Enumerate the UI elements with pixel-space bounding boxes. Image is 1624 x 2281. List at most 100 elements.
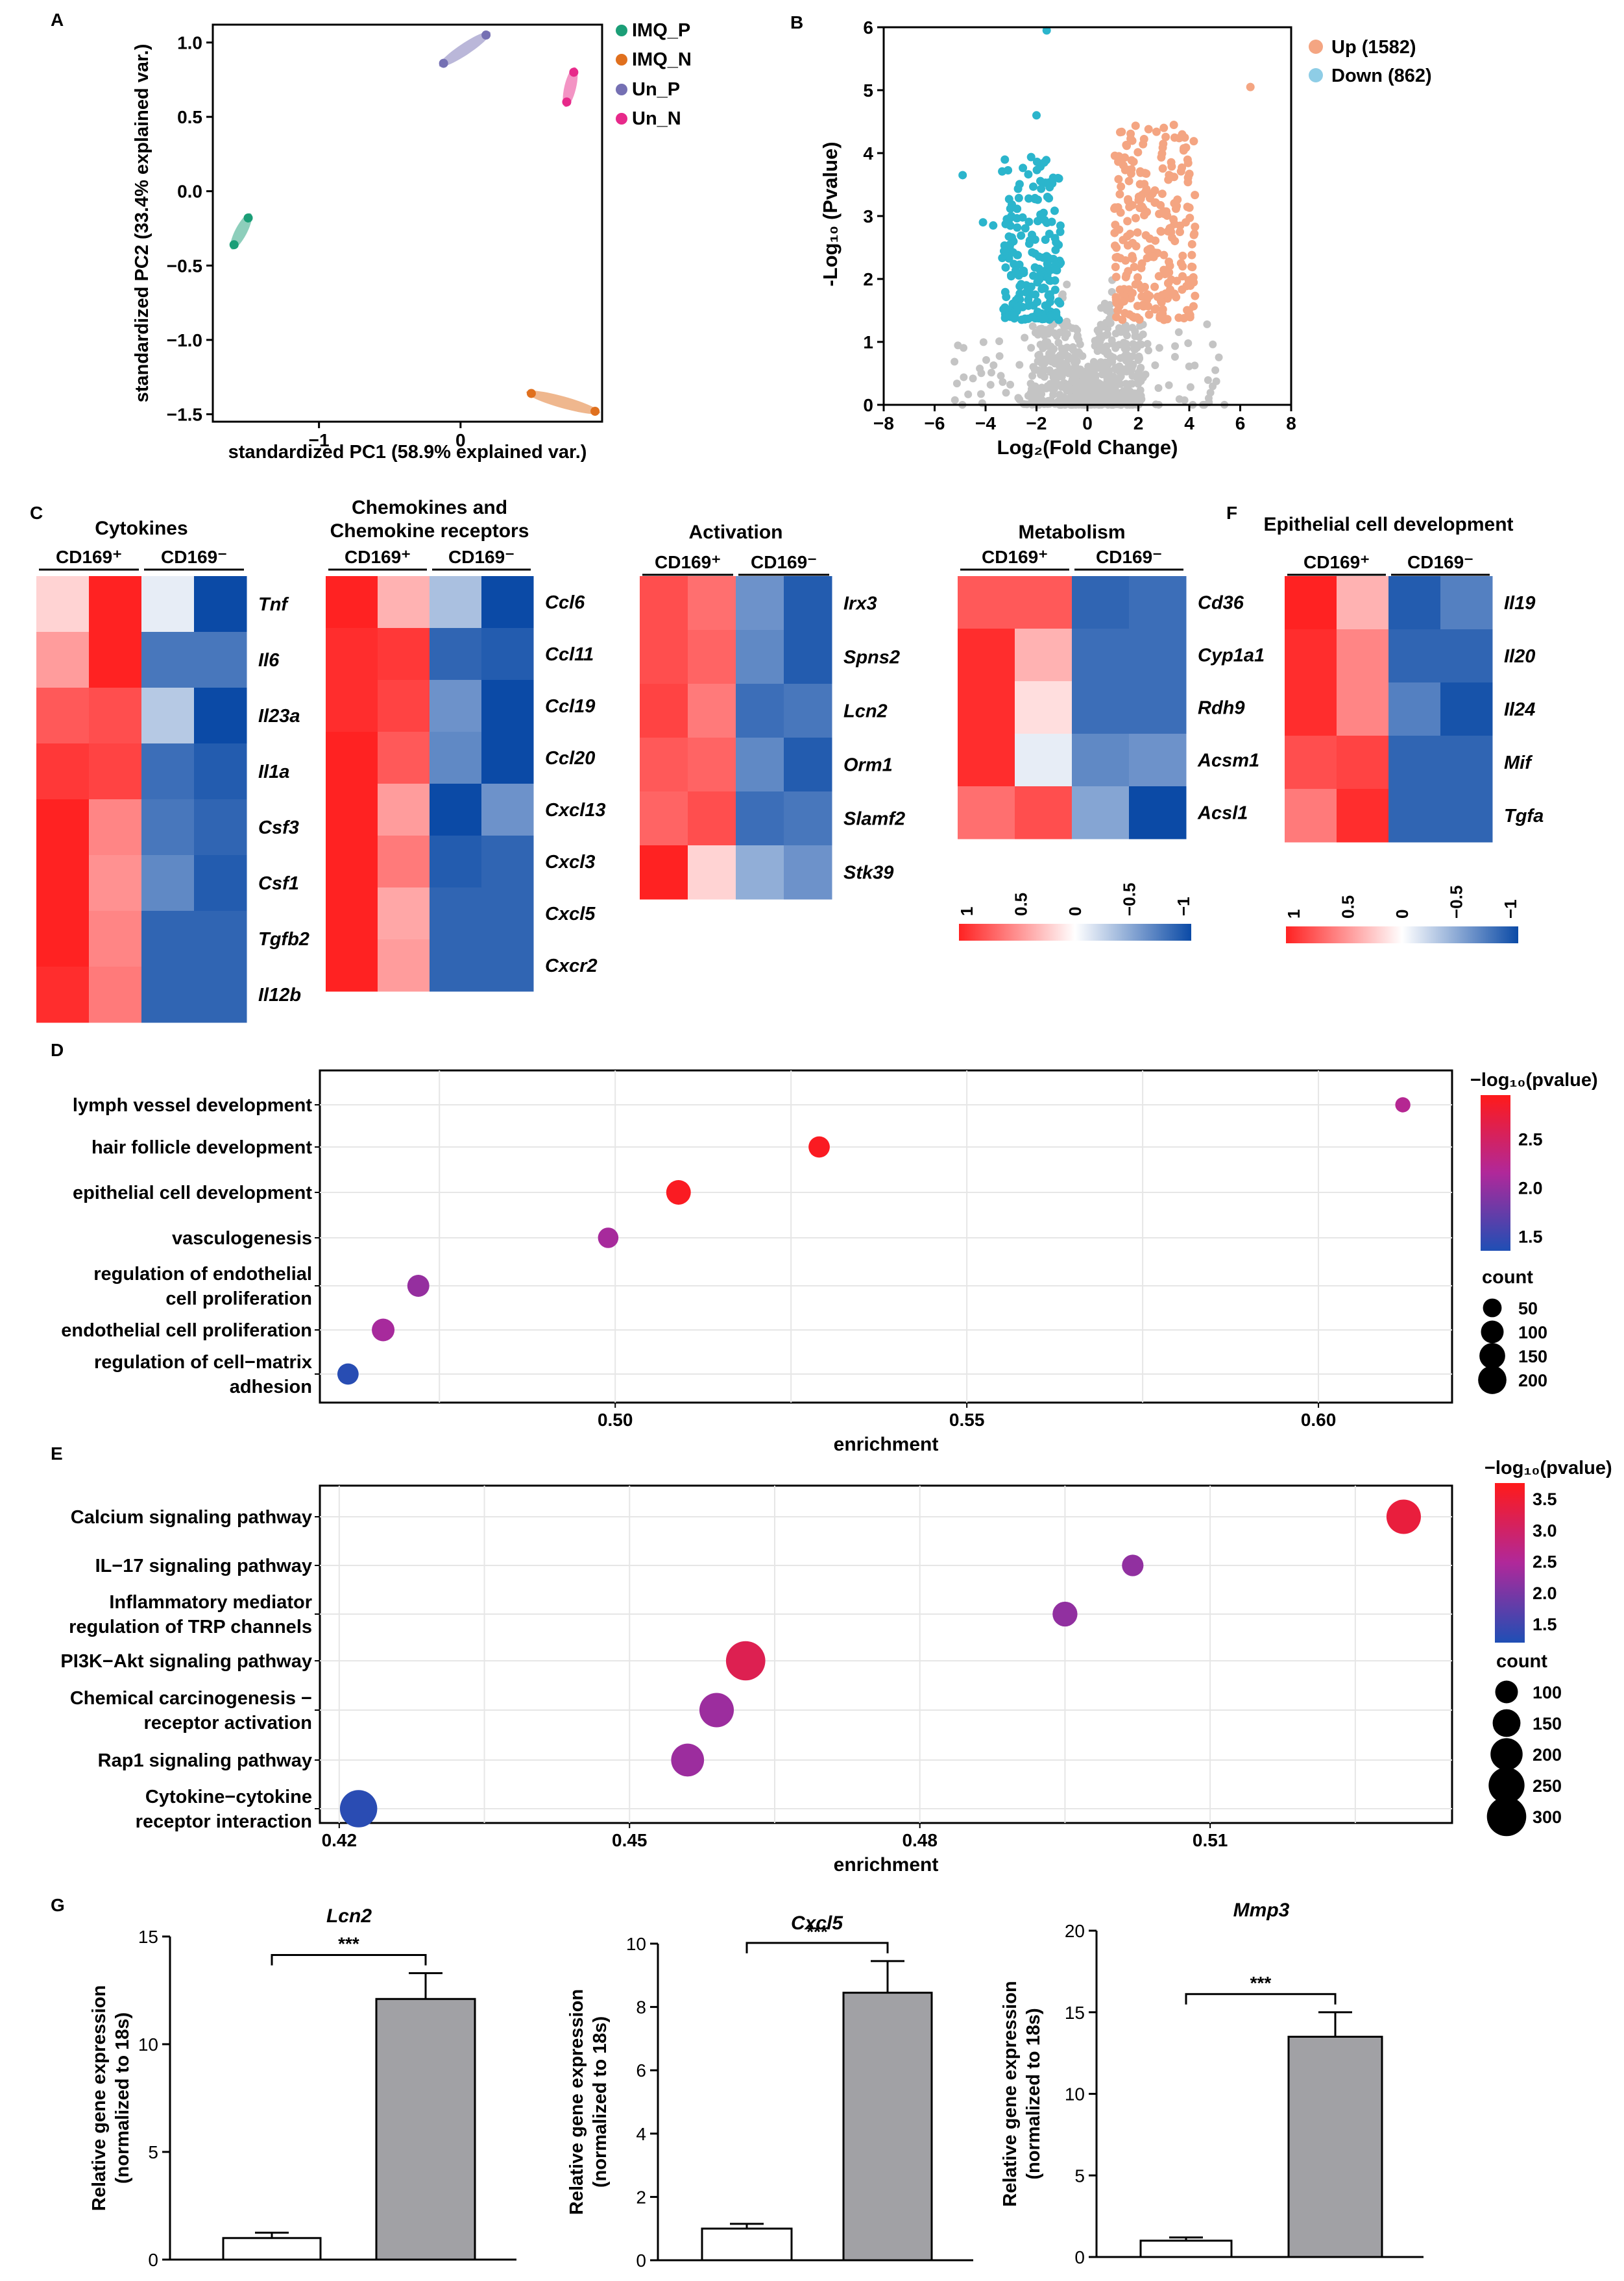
volcano-point-down [1039,208,1048,217]
volcano-point-ns [1128,324,1137,332]
volcano-plot-frame [882,26,1292,406]
panel-label-g: G [51,1895,65,1915]
heatmap-0: Cytokines CD169⁺ CD169⁻ Tnf Il6 Il23a Il1a Csf3… [36,518,309,1023]
dotplot-term-label: adhesion [230,1377,312,1397]
volcano-point-up [1183,178,1193,187]
heatmap-cell [1015,786,1073,839]
heatmap-cell [688,684,736,738]
pca-legend: IMQ_P IMQ_N Un_P Un_N [616,20,692,129]
heatmap-scale-tick: −1 [1501,899,1520,919]
dotplot-term-label: cell proliferation [165,1288,312,1309]
heatmap-cell [326,732,378,784]
volcano-point-up [1135,180,1145,189]
qpcr-sig-label: *** [1250,1973,1272,1993]
heatmap-cell [1072,576,1130,629]
qpcr-y-tick-label: 0 [1074,2247,1085,2267]
volcano-point-ns [1021,333,1029,342]
volcano-point-ns [1209,340,1217,348]
volcano-point-up [1190,229,1199,238]
heatmap-cell [1072,629,1130,682]
dotplot-dot [598,1227,619,1248]
heatmap-cell [326,576,378,629]
heatmap-gene-label: Cxcl3 [545,852,595,873]
dotplot-size-key-label: 250 [1533,1776,1562,1796]
volcano-point-down [1014,193,1023,202]
volcano-point-down [1043,260,1052,269]
volcano-point-ns [1144,346,1152,355]
heatmap-cell [958,734,1015,787]
volcano-point-ns [1091,337,1099,345]
heatmap-col-label: CD169⁻ [1407,552,1473,572]
volcano-legend: Up (1582) Down (862) [1309,37,1432,86]
heatmap-gene-label: Irx3 [843,594,877,614]
volcano-point-ns [1171,342,1180,350]
volcano-point-ns [1052,376,1060,384]
volcano-point-up [1130,313,1139,322]
volcano-point-down [1013,204,1022,213]
heatmap-title: Epithelial cell development [1263,514,1513,535]
volcano-point-ns [1185,362,1193,370]
heatmap-cell [1072,734,1130,787]
volcano-point-up [1185,170,1194,179]
heatmap-cell [1015,576,1073,629]
volcano-point-up [1178,272,1187,281]
volcano-point-down [1001,263,1010,272]
volcano-point-up [1124,176,1133,186]
qpcr-bar [222,2237,322,2261]
volcano-point-down [1026,152,1036,162]
dotplot-color-legend-title: −log₁₀(pvalue) [1470,1070,1598,1091]
volcano-point-up [1119,235,1128,245]
heatmap-color-bar [959,924,1191,941]
heatmap-cell [1440,736,1493,790]
volcano-point-up [1131,121,1140,130]
qpcr-y-tick-label: 10 [626,1934,646,1954]
heatmap-gene-label: Cxcr2 [545,956,598,976]
qpcr-y-tick-label: 20 [1065,1921,1085,1941]
volcano-point-up [1118,297,1127,306]
volcano-point-up [1121,309,1130,318]
volcano-point-down [1032,165,1041,175]
volcano-point-up [1159,123,1169,132]
dotplot-dot [671,1743,705,1777]
dotplot-size-key-label: 150 [1518,1347,1547,1366]
heatmap-cell [194,911,247,967]
volcano-x-tick-label: −6 [925,413,945,433]
volcano-point-up [1174,313,1183,322]
heatmap-cell [194,967,247,1023]
pca-y-tick-label: −1.5 [167,405,202,425]
volcano-point-ns [1050,359,1059,368]
volcano-point-down [1029,182,1038,191]
volcano-point-up [1172,276,1182,285]
dotplot-size-key [1483,1298,1502,1318]
heatmap-cell [1072,681,1130,734]
heatmap-scale-tick: −0.5 [1120,883,1139,916]
volcano-point-up [1111,221,1120,230]
volcano-point-down [1004,254,1013,263]
volcano-point-down [1046,293,1055,302]
volcano-point-up [1110,228,1119,237]
heatmap-col-label: CD169⁺ [345,547,411,567]
legend-dot-imq-n [616,54,627,66]
volcano-point-ns [1090,385,1098,393]
heatmap-cell [1015,681,1073,734]
heatmap-cell [958,786,1015,839]
heatmap-cell [784,630,832,684]
heatmap-gene-label: Orm1 [843,755,893,776]
volcano-point-down [1008,248,1017,257]
volcano-point-ns [1136,365,1145,373]
volcano-point-ns [1072,350,1080,358]
volcano-point-up [1135,203,1145,212]
volcano-point-up [1146,244,1155,253]
heatmap-scale-tick: 0 [1065,907,1085,916]
volcano-point-ns [1130,344,1138,353]
kegg-enrichment-plot: 0.42 0.45 0.48 0.51 enrichment Calcium signal… [60,1458,1612,1876]
volcano-point-up [1121,272,1130,282]
volcano-point-up [1169,120,1178,129]
volcano-point-ns [1128,380,1136,388]
pca-plot: −1 0 −1.5 −1.0 −0.5 0.0 0.5 1.0 standardized PC… [132,20,692,463]
dotplot-size-key-label: 150 [1533,1714,1562,1733]
qpcr-sig-bracket [271,1953,427,1966]
volcano-point-ns [1047,348,1056,357]
volcano-point-down [958,171,967,180]
volcano-point-up [1187,250,1196,259]
